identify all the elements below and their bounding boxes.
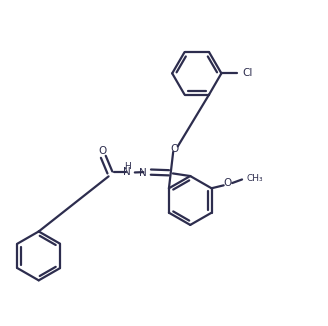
Text: O: O <box>98 146 107 156</box>
Text: H: H <box>124 162 131 171</box>
Text: N: N <box>139 168 147 178</box>
Text: CH₃: CH₃ <box>247 174 263 183</box>
Text: O: O <box>223 178 232 188</box>
Text: N: N <box>123 167 131 177</box>
Text: Cl: Cl <box>243 68 253 78</box>
Text: O: O <box>171 144 179 154</box>
